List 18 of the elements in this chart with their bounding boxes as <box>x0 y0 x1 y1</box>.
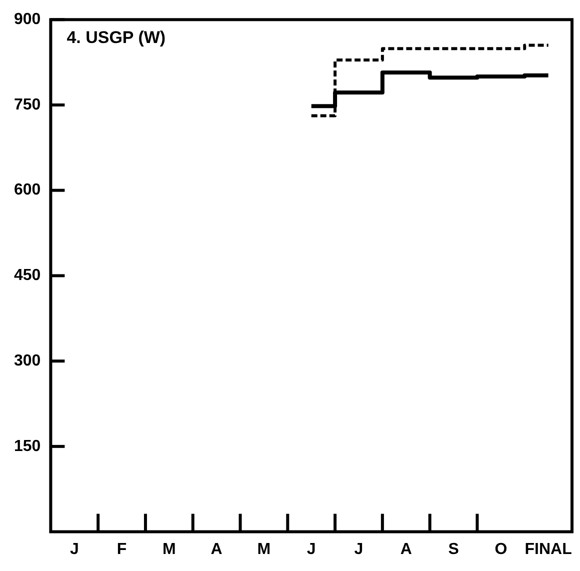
x-tick-label: F <box>116 540 127 558</box>
y-tick-label: 600 <box>14 182 41 199</box>
x-tick-label: S <box>448 540 460 558</box>
y-tick-label: 300 <box>14 352 41 370</box>
x-tick-label: M <box>162 540 176 558</box>
y-tick-label: 150 <box>14 438 41 455</box>
x-tick-label: O <box>494 540 508 558</box>
x-tick-label: A <box>400 540 412 558</box>
y-tick-label: 450 <box>14 267 41 284</box>
x-tick-label: FINAL <box>524 540 572 558</box>
x-tick-label: J <box>354 540 364 558</box>
y-tick-label: 750 <box>14 96 41 114</box>
x-tick-label: M <box>257 540 271 558</box>
x-tick-label: J <box>306 540 316 558</box>
text: 4. USGP (W) <box>66 28 166 47</box>
y-tick-label: 900 <box>14 11 41 28</box>
x-tick-label: J <box>70 540 79 558</box>
x-tick-label: A <box>210 540 223 558</box>
